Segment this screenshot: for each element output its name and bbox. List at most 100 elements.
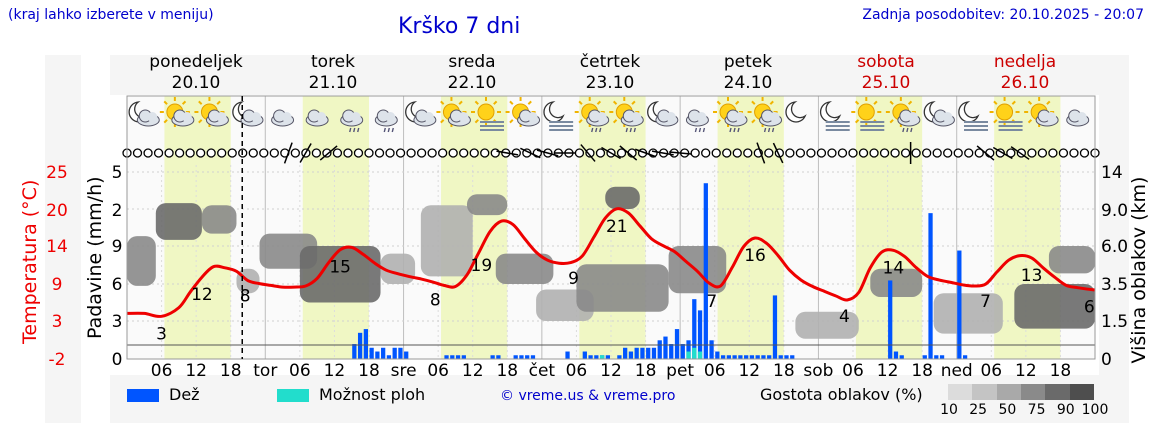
wind-calm-icon bbox=[785, 148, 795, 158]
x-day-tick-label: tor bbox=[253, 361, 277, 381]
sun-cloud-rain-icon bbox=[713, 97, 748, 133]
density-tick-label: 10 bbox=[940, 402, 958, 418]
credit-link[interactable]: © vreme.us & vreme.pro bbox=[500, 388, 676, 404]
rain-bar bbox=[565, 351, 570, 359]
x-hour-tick-label: 18 bbox=[911, 361, 933, 381]
day-date-6: 26.10 bbox=[1000, 73, 1050, 93]
sun-fog-icon bbox=[851, 97, 885, 131]
wind-barb-icon bbox=[520, 147, 541, 159]
wind-calm-icon bbox=[416, 148, 427, 158]
temperature-value-label: 19 bbox=[471, 256, 493, 276]
x-hour-tick-label: 06 bbox=[566, 361, 588, 381]
rain-bar bbox=[640, 347, 645, 359]
wind-calm-icon bbox=[837, 148, 848, 158]
density-tick-label: 75 bbox=[1027, 402, 1046, 418]
rain-bar bbox=[386, 355, 392, 359]
precip-tick-label: 5 bbox=[112, 163, 123, 183]
top-band bbox=[110, 55, 1129, 95]
wind-calm-icon bbox=[595, 148, 606, 158]
rain-bar bbox=[732, 355, 737, 359]
density-swatch bbox=[972, 384, 997, 400]
wind-calm-icon bbox=[932, 148, 942, 158]
cloud-icon bbox=[271, 109, 295, 127]
cloud-layer bbox=[420, 205, 473, 277]
wind-calm-icon bbox=[185, 148, 195, 158]
moon-cloud-icon bbox=[405, 101, 437, 127]
day-name-6: nedelja bbox=[993, 52, 1057, 72]
wind-calm-icon bbox=[890, 148, 900, 158]
temperature-tick-label: 14 bbox=[46, 237, 68, 257]
rain-bar bbox=[778, 355, 783, 359]
rain-bar bbox=[744, 355, 749, 359]
rain-bar bbox=[444, 355, 449, 359]
rain-bar bbox=[738, 355, 743, 359]
x-hour-tick-label: 18 bbox=[220, 361, 242, 381]
rain-bar bbox=[392, 347, 397, 359]
wind-calm-icon bbox=[816, 148, 827, 158]
cloud-layer bbox=[1048, 246, 1095, 274]
wind-calm-icon bbox=[806, 148, 816, 158]
city-hint[interactable]: (kraj lahko izberete v meniju) bbox=[8, 7, 214, 23]
rain-bar bbox=[784, 355, 789, 359]
cloud-height-tick-label: 14 bbox=[1101, 163, 1123, 183]
wind-calm-icon bbox=[722, 148, 732, 158]
moon-cloud-icon bbox=[128, 101, 160, 127]
wind-barb-icon bbox=[580, 144, 596, 162]
temperature-value-label: 4 bbox=[839, 307, 850, 327]
temperature-value-label: 6 bbox=[1084, 297, 1095, 317]
rain-bar bbox=[934, 355, 939, 359]
day-date-5: 25.10 bbox=[861, 73, 911, 93]
cloud-rain-icon bbox=[340, 109, 364, 133]
wind-calm-icon bbox=[869, 148, 879, 158]
wind-calm-icon bbox=[974, 148, 984, 158]
temperature-value-label: 14 bbox=[883, 258, 905, 278]
rain-bar bbox=[922, 355, 927, 359]
wind-barb-icon bbox=[319, 145, 338, 161]
day-date-4: 24.10 bbox=[723, 73, 773, 93]
day-name-0: ponedeljek bbox=[149, 52, 243, 72]
rain-bar bbox=[772, 295, 778, 359]
daylight-band bbox=[302, 96, 369, 359]
density-tick-label: 25 bbox=[969, 402, 988, 418]
moon-fog-icon bbox=[958, 101, 988, 131]
sun-fog-icon bbox=[989, 97, 1023, 131]
sun-cloud-rain-icon bbox=[747, 97, 783, 133]
daylight-band bbox=[717, 96, 784, 359]
rain-bar bbox=[496, 355, 501, 359]
storm-bar bbox=[697, 351, 703, 359]
density-tick-label: 100 bbox=[1081, 402, 1109, 418]
wind-calm-icon bbox=[1058, 148, 1069, 158]
storm-bar bbox=[692, 347, 697, 359]
right-band bbox=[1099, 55, 1129, 423]
cloud-height-tick-label: 1.5 bbox=[1101, 312, 1128, 332]
rain-bar bbox=[623, 347, 628, 359]
wind-calm-icon bbox=[227, 148, 237, 158]
storm-legend-swatch bbox=[277, 389, 309, 402]
temperature-value-label: 13 bbox=[1021, 266, 1043, 286]
wind-calm-icon bbox=[480, 148, 490, 158]
x-hour-tick-label: 06 bbox=[289, 361, 311, 381]
wind-calm-icon bbox=[732, 148, 742, 158]
temperature-value-label: 15 bbox=[329, 258, 351, 278]
rain-bar bbox=[709, 340, 714, 359]
x-hour-tick-label: 12 bbox=[738, 361, 760, 381]
wind-barb-icon bbox=[651, 150, 674, 156]
temperature-value-label: 7 bbox=[706, 292, 717, 312]
sun-cloud-icon bbox=[1024, 97, 1059, 127]
cloud-layer bbox=[576, 264, 669, 312]
rain-bar bbox=[513, 355, 518, 359]
storm-bar bbox=[599, 355, 605, 359]
rain-bar bbox=[651, 347, 657, 359]
rain-bar bbox=[605, 355, 610, 359]
rain-bar bbox=[594, 355, 599, 359]
wind-calm-icon bbox=[395, 148, 406, 158]
rain-bar bbox=[525, 355, 530, 359]
day-name-5: sobota bbox=[857, 52, 915, 72]
sun-cloud-rain-icon bbox=[574, 97, 610, 133]
temperature-tick-label: 3 bbox=[52, 312, 63, 332]
cloud-layer bbox=[127, 236, 156, 286]
rain-bar bbox=[663, 336, 668, 359]
plot-frame bbox=[126, 95, 1096, 360]
precip-tick-label: 9 bbox=[112, 237, 123, 257]
rain-bar bbox=[404, 351, 409, 359]
